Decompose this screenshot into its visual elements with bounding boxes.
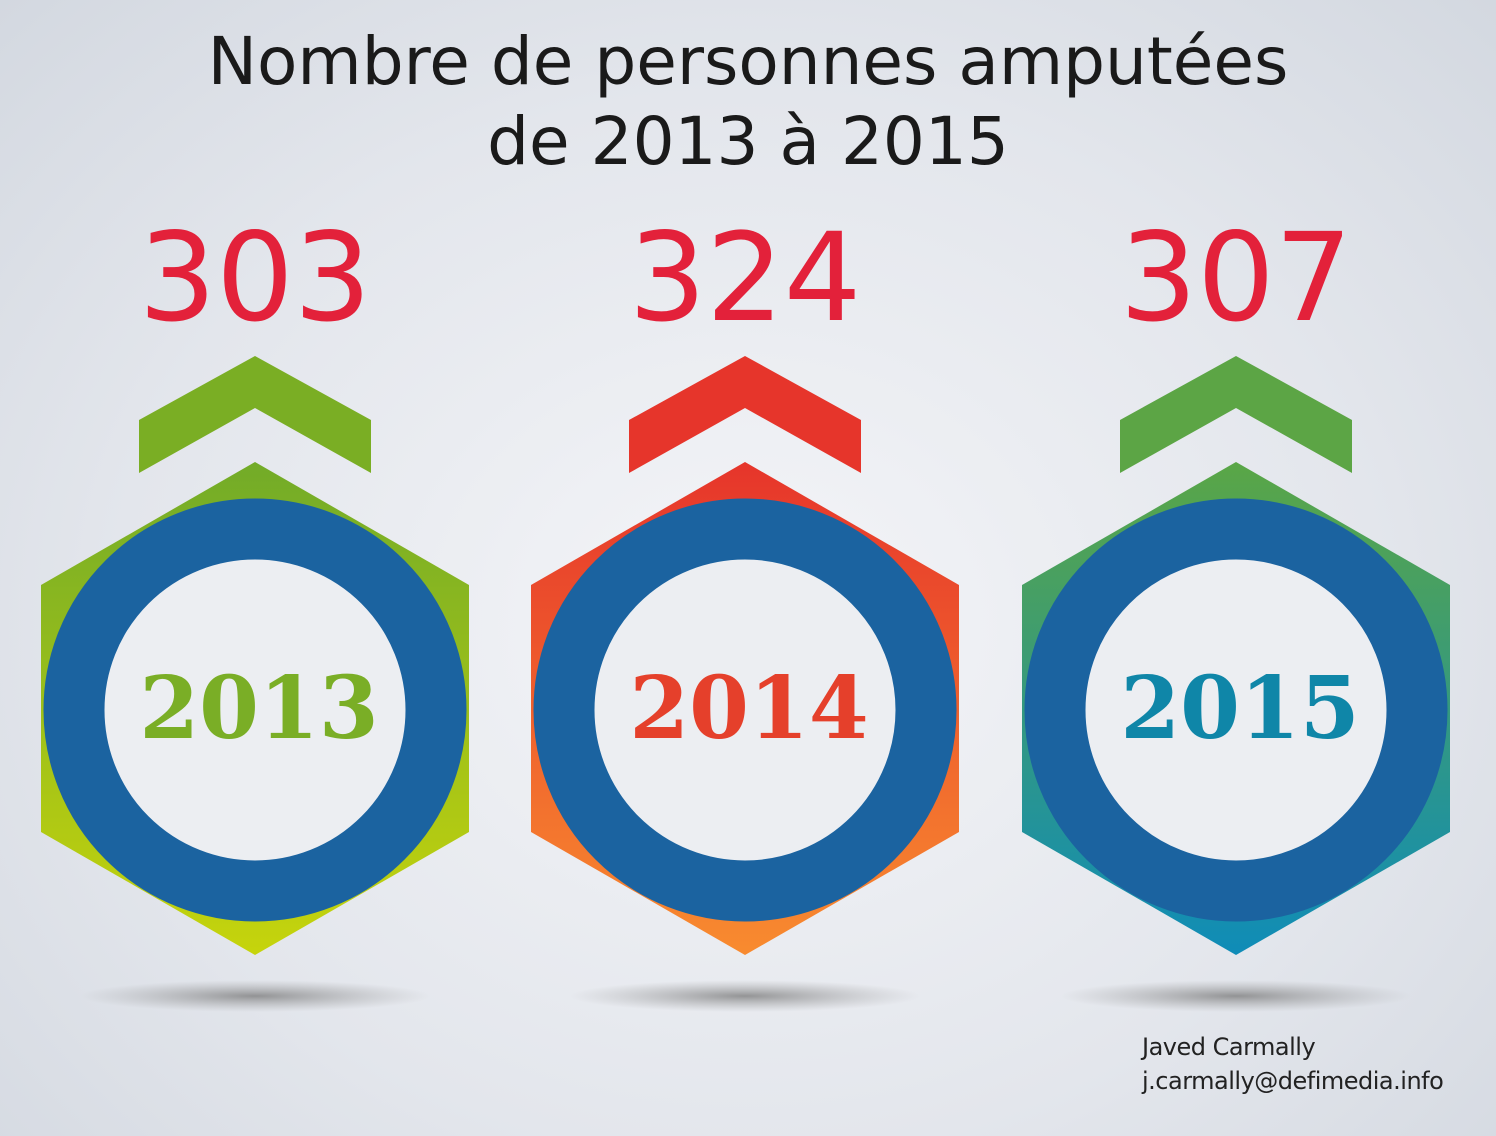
ring — [43, 498, 467, 922]
year-group-2013: 303 2013 — [41, 207, 469, 1012]
shadow — [570, 980, 920, 1012]
year-label: 2013 — [139, 658, 378, 759]
year-label: 2014 — [629, 658, 868, 759]
value-label: 307 — [1120, 207, 1353, 349]
chevron-up-icon — [1120, 356, 1352, 473]
title-line-2: de 2013 à 2015 — [487, 103, 1009, 180]
year-label: 2015 — [1120, 658, 1359, 759]
year-group-2015: 307 2015 — [1022, 207, 1450, 1012]
shadow — [1061, 980, 1411, 1012]
title-line-1: Nombre de personnes amputées — [207, 23, 1289, 100]
value-label: 324 — [629, 207, 862, 349]
chevron-up-icon — [629, 356, 861, 473]
ring — [533, 498, 957, 922]
credits: Javed Carmally j.carmally@defimedia.info — [1142, 1030, 1444, 1098]
value-label: 303 — [139, 207, 372, 349]
shadow — [80, 980, 430, 1012]
year-group-2014: 324 2014 — [531, 207, 959, 1012]
chevron-up-icon — [139, 356, 371, 473]
chart-title: Nombre de personnes amputées de 2013 à 2… — [0, 22, 1496, 182]
author-email: j.carmally@defimedia.info — [1142, 1067, 1444, 1095]
ring — [1024, 498, 1448, 922]
author-name: Javed Carmally — [1142, 1033, 1316, 1061]
